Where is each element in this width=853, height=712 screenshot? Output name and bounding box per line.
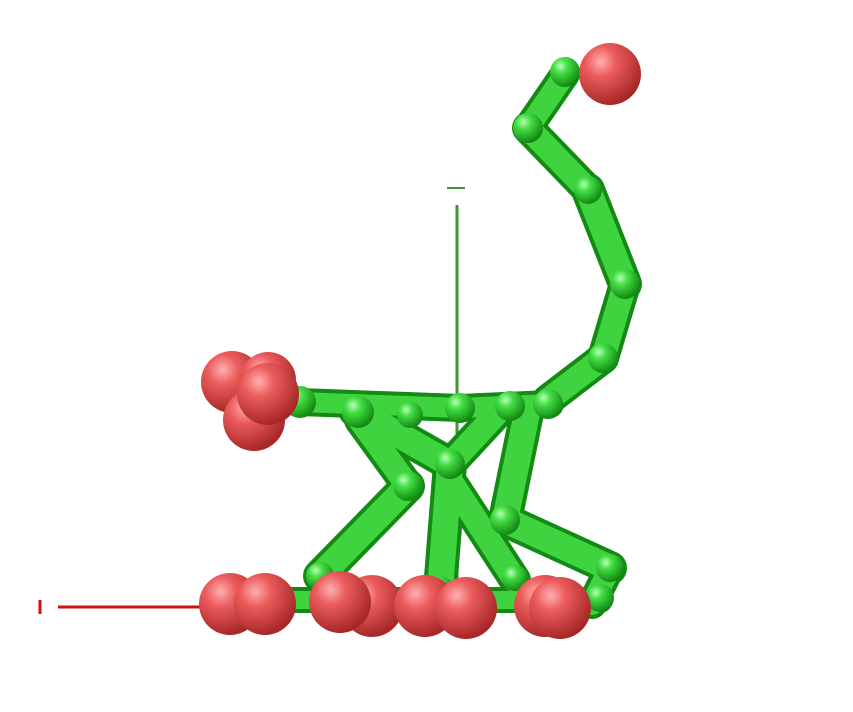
joint-front-knee <box>393 471 423 501</box>
head-sphere <box>579 43 641 105</box>
joint-torso-5 <box>495 391 525 421</box>
neck-segment-3-hl <box>575 177 638 297</box>
joint-neck-2 <box>513 113 543 143</box>
joint-torso-2 <box>342 396 374 428</box>
joint-neck-4 <box>610 269 640 299</box>
tail-sphere-front <box>237 363 299 425</box>
foot-sphere-4b <box>529 577 591 639</box>
joint-neck-5 <box>588 343 618 373</box>
foot-sphere-3b <box>435 577 497 639</box>
joint-torso-6 <box>533 389 563 419</box>
foot-sphere-1b <box>234 573 296 635</box>
joint-rear-ankle <box>596 554 624 582</box>
joint-neck-1 <box>550 57 580 87</box>
robot-end-effectors <box>199 43 641 639</box>
joint-neck-3 <box>574 176 602 204</box>
robot-joints <box>284 57 640 612</box>
joint-hip-center <box>435 449 465 479</box>
front-leg-lower-hl <box>307 473 421 589</box>
rear-leg-upper-hl <box>492 395 541 533</box>
middle-leg-diag-hl <box>438 468 527 592</box>
joint-torso-4 <box>445 393 475 423</box>
joint-torso-3 <box>397 402 423 428</box>
rear-leg-lower-hl <box>492 507 623 581</box>
torso-segment-1-hl <box>290 392 470 418</box>
joint-diag-ankle <box>502 565 528 591</box>
foot-sphere-2b <box>309 571 371 633</box>
joint-base-right <box>586 584 614 612</box>
joint-rear-knee <box>490 505 520 535</box>
